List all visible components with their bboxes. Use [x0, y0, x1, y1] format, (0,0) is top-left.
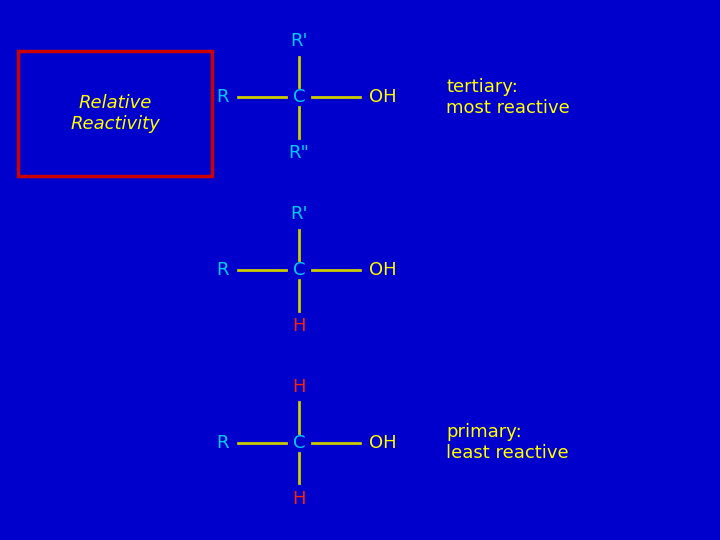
- Text: OH: OH: [369, 261, 396, 279]
- Text: C: C: [292, 434, 305, 452]
- Text: R: R: [217, 261, 229, 279]
- Text: H: H: [292, 490, 305, 508]
- Text: C: C: [292, 88, 305, 106]
- Text: H: H: [292, 378, 305, 396]
- Text: tertiary:
most reactive: tertiary: most reactive: [446, 78, 570, 117]
- Text: H: H: [292, 317, 305, 335]
- Text: C: C: [292, 261, 305, 279]
- Text: R': R': [290, 205, 307, 223]
- Text: primary:
least reactive: primary: least reactive: [446, 423, 569, 462]
- Text: R: R: [217, 434, 229, 452]
- Text: R: R: [217, 88, 229, 106]
- Text: OH: OH: [369, 88, 396, 106]
- Text: R': R': [290, 32, 307, 50]
- Text: R": R": [289, 144, 309, 162]
- Text: Relative
Reactivity: Relative Reactivity: [71, 94, 160, 133]
- FancyBboxPatch shape: [18, 51, 212, 176]
- Text: OH: OH: [369, 434, 396, 452]
